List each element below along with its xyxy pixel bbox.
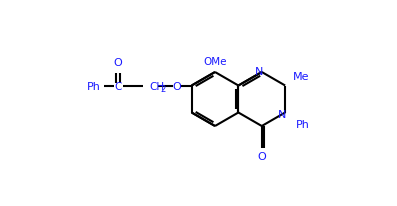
- Text: O: O: [172, 81, 181, 91]
- Text: Ph: Ph: [296, 120, 310, 130]
- Text: O: O: [113, 58, 122, 68]
- Text: C: C: [114, 81, 121, 91]
- Text: 2: 2: [160, 85, 165, 94]
- Text: N: N: [254, 67, 263, 77]
- Text: CH: CH: [150, 81, 165, 91]
- Text: O: O: [257, 151, 266, 161]
- Text: Ph: Ph: [87, 81, 100, 91]
- Text: N: N: [278, 109, 286, 119]
- Text: OMe: OMe: [203, 57, 227, 67]
- Text: Me: Me: [293, 72, 309, 82]
